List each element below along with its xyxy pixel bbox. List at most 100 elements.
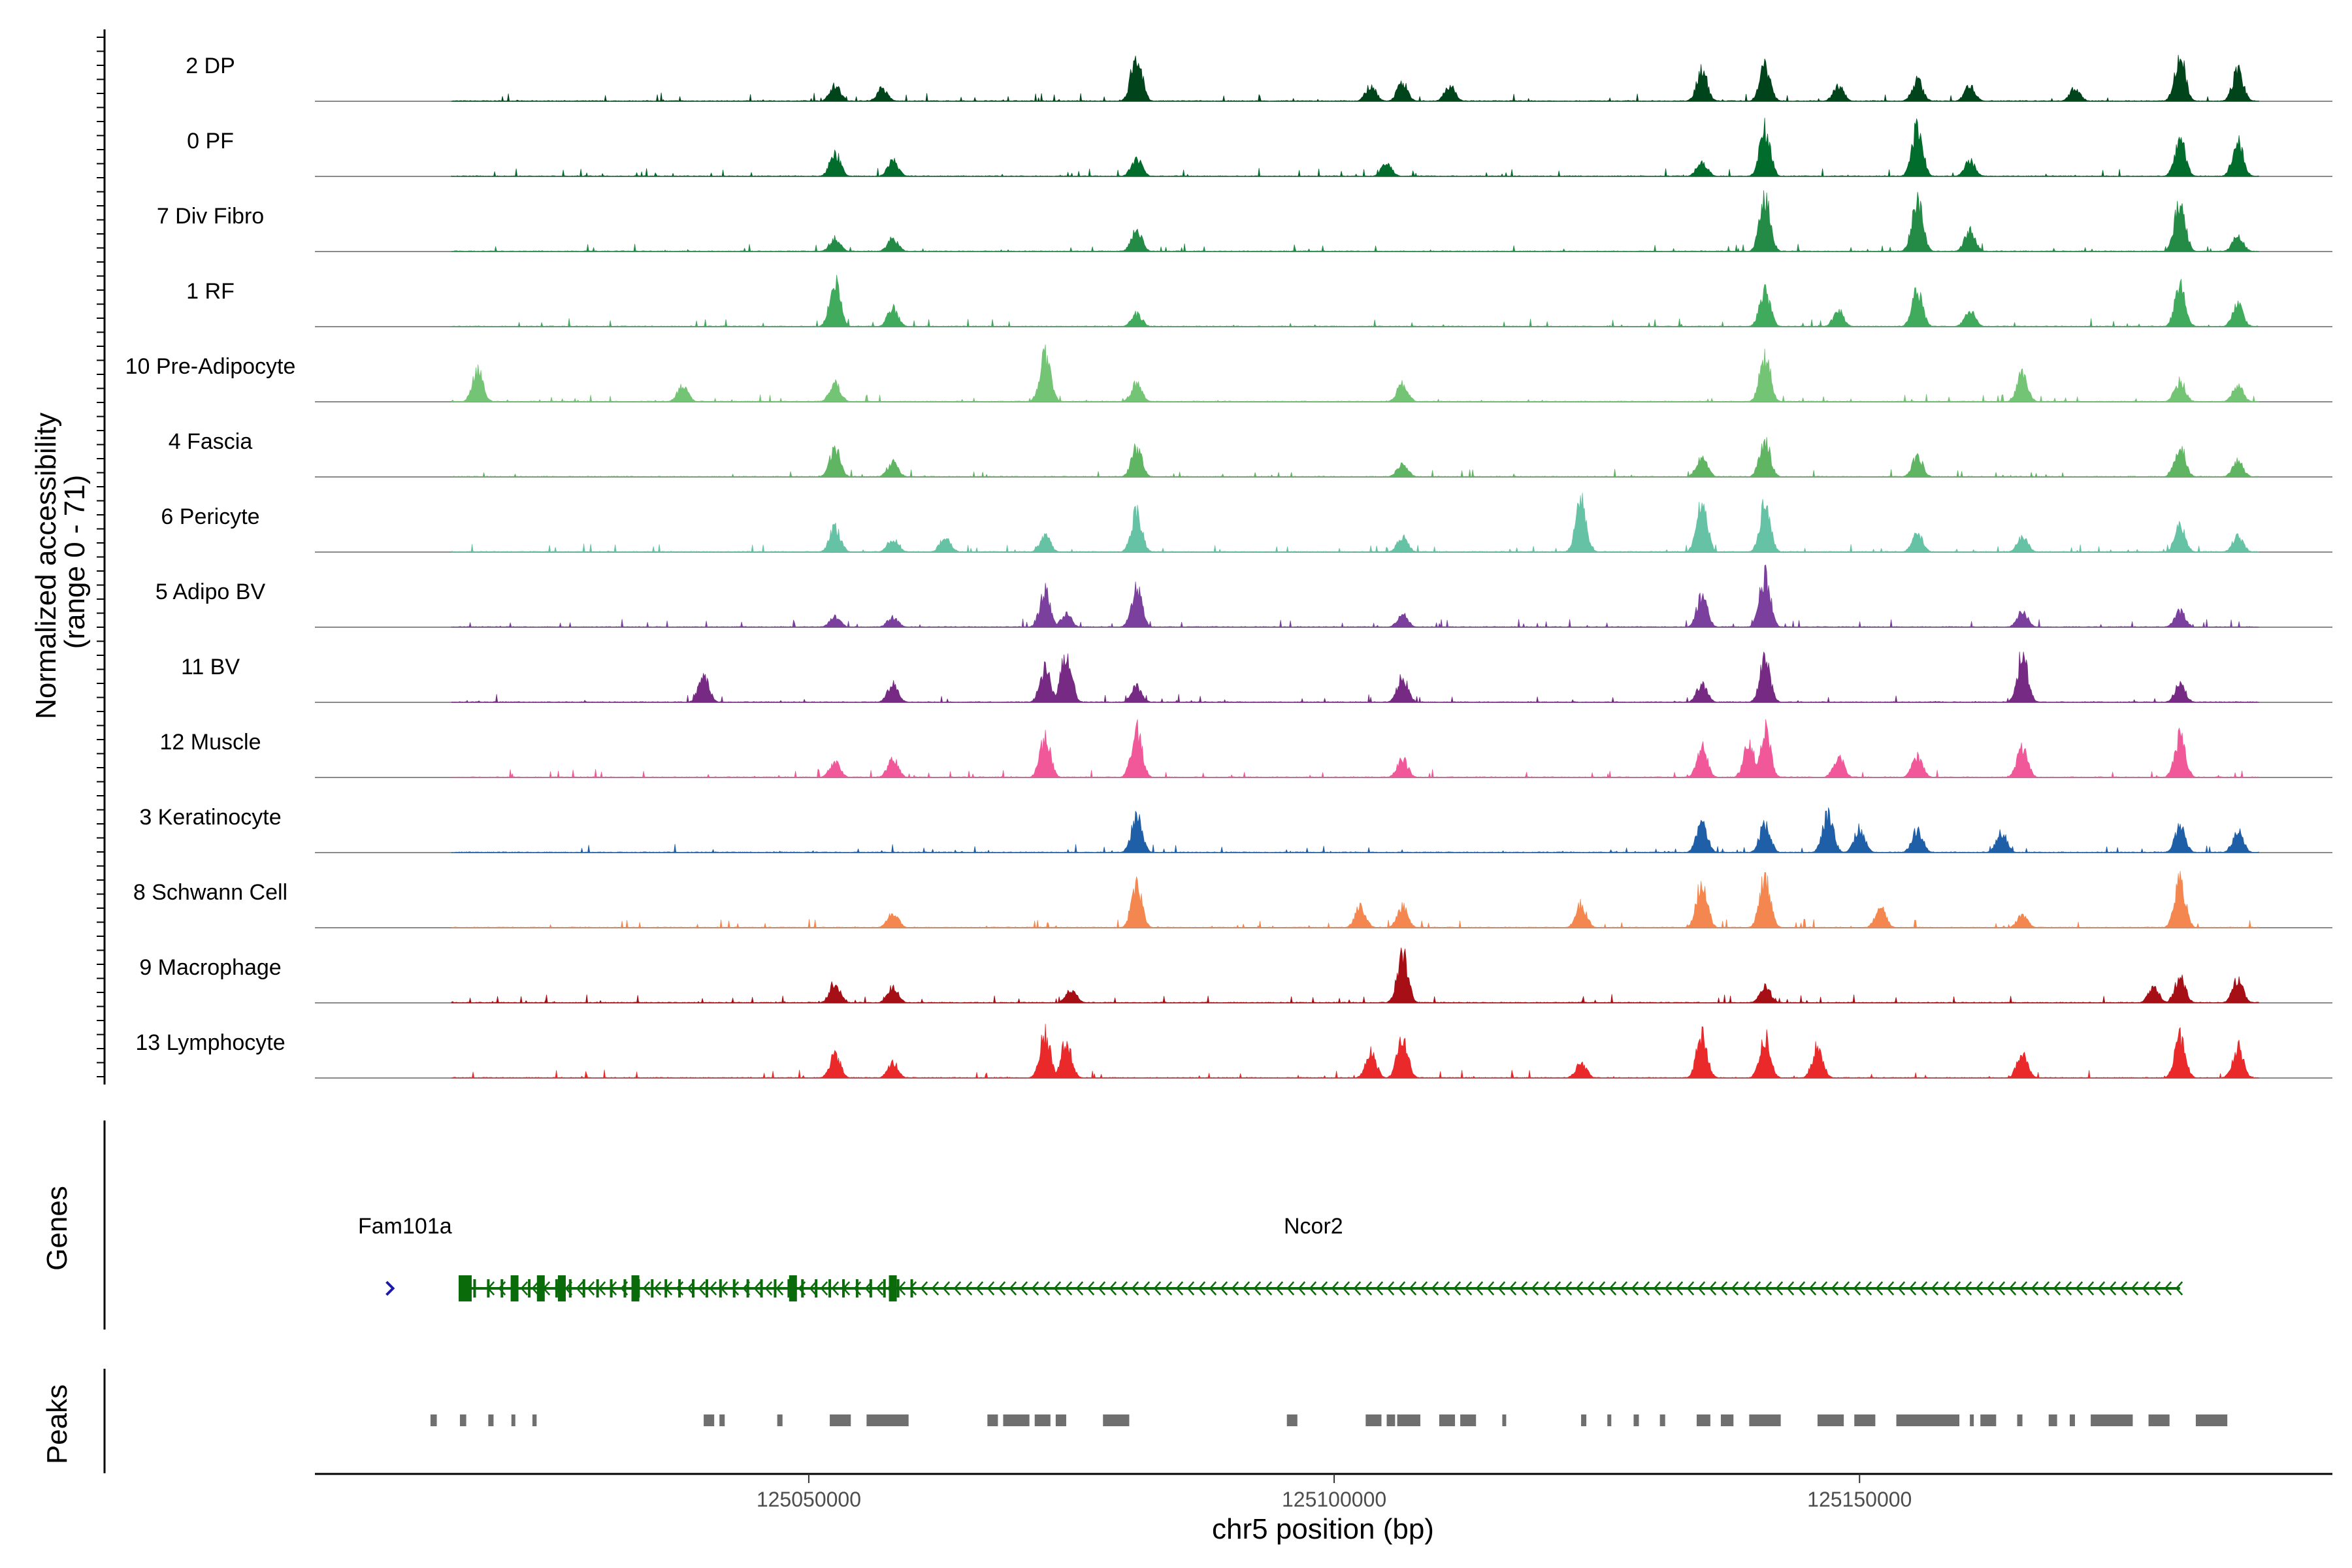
- peak-region: [2069, 1414, 2075, 1426]
- gene-exon-small: [883, 1279, 886, 1298]
- peak-region: [2017, 1414, 2023, 1426]
- y-axis-title-line1: Normalized accessibility: [30, 412, 62, 719]
- gene-exon-small: [637, 1279, 640, 1298]
- peak-region: [430, 1414, 437, 1426]
- gene-exon-small: [528, 1279, 531, 1298]
- peak-region: [2195, 1414, 2228, 1426]
- gene-exon-small: [610, 1279, 613, 1298]
- peak-region: [1607, 1414, 1612, 1426]
- track-label: 8 Schwann Cell: [133, 880, 287, 905]
- track-9-macrophage: 9 Macrophage: [139, 947, 2332, 1004]
- peak-region: [1439, 1414, 1456, 1426]
- peak-region: [2091, 1414, 2133, 1426]
- peak-region: [1980, 1414, 1997, 1426]
- track-signal: [451, 807, 2259, 853]
- y-axis-coverage: [97, 29, 106, 1085]
- track-label: 4 Fascia: [169, 429, 253, 454]
- peak-region: [1896, 1414, 1960, 1426]
- track-signal: [451, 118, 2259, 177]
- peak-region: [1003, 1414, 1030, 1426]
- track-13-lymphocyte: 13 Lymphocyte: [135, 1024, 2332, 1079]
- gene-exon: [889, 1275, 897, 1301]
- gene-exon-small: [568, 1279, 572, 1298]
- gene-fam101a: Fam101a: [358, 1214, 452, 1296]
- track-label: 1 RF: [186, 279, 235, 304]
- peak-region: [1386, 1414, 1396, 1426]
- peak-region: [1286, 1414, 1298, 1426]
- gene-exon-small: [910, 1279, 913, 1298]
- gene-exon-small: [719, 1279, 722, 1298]
- peak-region: [1460, 1414, 1477, 1426]
- peak-region: [2048, 1414, 2057, 1426]
- gene-exon-small: [473, 1279, 476, 1298]
- x-axis-tick-label: 125100000: [1282, 1488, 1386, 1511]
- gene-exon-small: [801, 1279, 804, 1298]
- genes-axis-title: Genes: [41, 1186, 73, 1271]
- gene-exon-small: [705, 1279, 708, 1298]
- track-6-pericyte: 6 Pericyte: [161, 493, 2332, 553]
- gene-exon-small: [596, 1279, 599, 1298]
- y-axis-title: Normalized accessibility (range 0 - 71): [30, 404, 91, 719]
- track-label: 13 Lymphocyte: [135, 1030, 285, 1055]
- peak-region: [511, 1414, 515, 1426]
- peak-region: [1581, 1414, 1587, 1426]
- peak-region: [2148, 1414, 2170, 1426]
- peak-region: [866, 1414, 909, 1426]
- peaks-track: [103, 1369, 2228, 1473]
- gene-exon-small: [514, 1279, 517, 1298]
- gene-exon-small: [487, 1279, 490, 1298]
- peak-region: [532, 1414, 537, 1426]
- track-label: 11 BV: [181, 655, 240, 679]
- track-label: 9 Macrophage: [139, 955, 281, 980]
- peak-region: [1034, 1414, 1051, 1426]
- gene-exon-small: [787, 1279, 791, 1298]
- track-signal: [451, 436, 2259, 478]
- gene-label: Fam101a: [358, 1214, 452, 1239]
- track-12-muscle: 12 Muscle: [160, 719, 2332, 778]
- peak-region: [1397, 1414, 1420, 1426]
- gene-exon-small: [732, 1279, 736, 1298]
- track-4-fascia: 4 Fascia: [169, 429, 2332, 478]
- gene-exon-small: [542, 1279, 545, 1298]
- peaks-axis-title: Peaks: [41, 1384, 73, 1464]
- track-0-pf: 0 PF: [187, 118, 2332, 177]
- gene-exon-small: [855, 1279, 858, 1298]
- track-label: 7 Div Fibro: [157, 204, 264, 229]
- accessibility-tracks: 2 DP 0 PF 7 Div Fibro 1 RF 10 Pre-Adipocyte 4…: [125, 54, 2332, 1079]
- peak-region: [1817, 1414, 1844, 1426]
- peak-region: [1696, 1414, 1710, 1426]
- gene-exon-small: [678, 1279, 681, 1298]
- track-8-schwann-cell: 8 Schwann Cell: [133, 871, 2332, 928]
- peak-region: [1103, 1414, 1130, 1426]
- track-label: 6 Pericyte: [161, 504, 259, 529]
- gene-exon-small: [582, 1279, 585, 1298]
- track-10-pre-adipocyte: 10 Pre-Adipocyte: [125, 344, 2332, 402]
- x-axis: 125050000 125100000 125150000: [315, 1473, 2332, 1511]
- peak-region: [1970, 1414, 1974, 1426]
- peak-region: [704, 1414, 715, 1426]
- x-axis-tick-label: 125050000: [757, 1488, 861, 1511]
- gene-exon-small: [828, 1279, 832, 1298]
- gene-exon-small: [500, 1279, 504, 1298]
- track-11-bv: 11 BV: [181, 651, 2332, 703]
- peak-region: [1633, 1414, 1639, 1426]
- peak-region: [777, 1414, 783, 1426]
- peak-region: [488, 1414, 494, 1426]
- track-2-dp: 2 DP: [186, 54, 2332, 102]
- peak-region: [1749, 1414, 1781, 1426]
- track-signal: [451, 54, 2259, 102]
- track-label: 0 PF: [187, 129, 234, 154]
- track-3-keratinocyte: 3 Keratinocyte: [139, 805, 2332, 853]
- peak-region: [1720, 1414, 1734, 1426]
- gene-exon-small: [746, 1279, 749, 1298]
- peak-region: [1854, 1414, 1876, 1426]
- track-signal: [451, 719, 2259, 778]
- track-label: 12 Muscle: [160, 730, 261, 755]
- track-signal: [451, 493, 2259, 553]
- peak-region: [830, 1414, 851, 1426]
- gene-ncor2: Ncor2: [458, 1214, 2183, 1301]
- track-signal: [451, 1024, 2259, 1079]
- gene-exon-small: [760, 1279, 763, 1298]
- gene-exon-small: [555, 1279, 558, 1298]
